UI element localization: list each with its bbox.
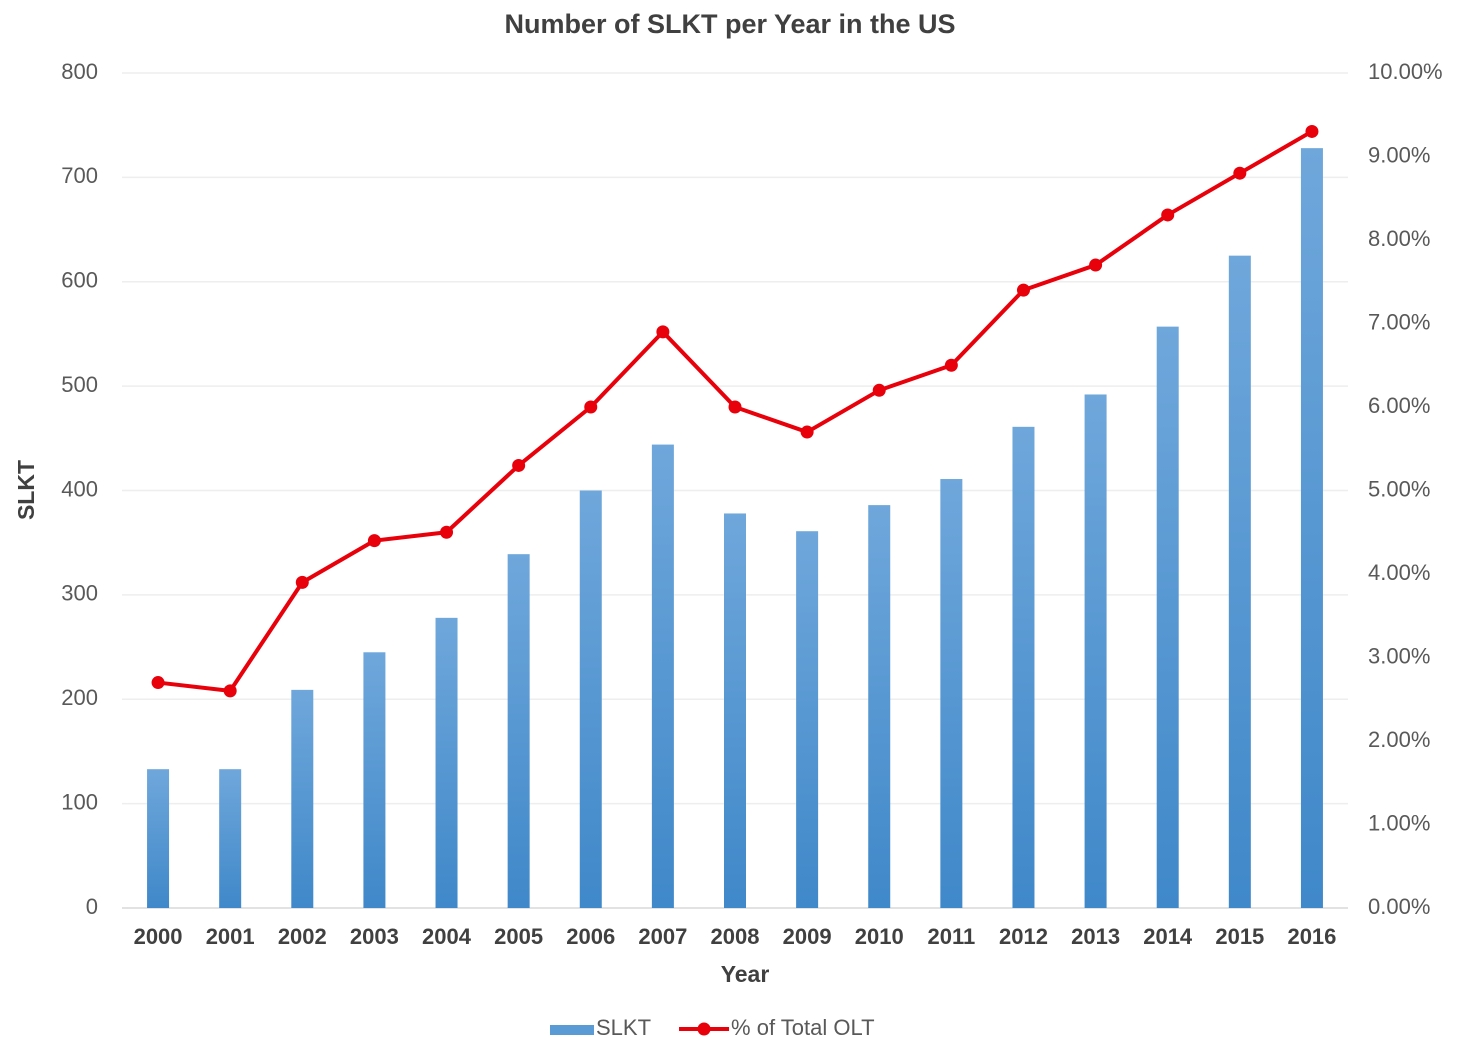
bar xyxy=(1228,255,1251,908)
bar xyxy=(435,617,458,908)
bar xyxy=(1300,148,1323,908)
line-point xyxy=(440,525,454,539)
y2-tick-label: 7.00% xyxy=(1368,309,1430,334)
y2-tick-label: 1.00% xyxy=(1368,810,1430,835)
legend-label: SLKT xyxy=(596,1015,651,1040)
x-tick-label: 2003 xyxy=(350,924,399,949)
chart-title: Number of SLKT per Year in the US xyxy=(504,9,955,39)
y2-tick-label: 3.00% xyxy=(1368,643,1430,668)
bar xyxy=(291,689,314,908)
bar xyxy=(147,769,170,908)
line-point xyxy=(1233,166,1247,180)
y-tick-label: 500 xyxy=(61,372,98,397)
legend-swatch xyxy=(550,1025,594,1035)
y-tick-label: 800 xyxy=(61,59,98,84)
y2-tick-label: 4.00% xyxy=(1368,560,1430,585)
line-point xyxy=(584,400,598,414)
y2-tick-label: 6.00% xyxy=(1368,393,1430,418)
y-tick-label: 400 xyxy=(61,476,98,501)
x-tick-label: 2014 xyxy=(1143,924,1193,949)
y-tick-label: 100 xyxy=(61,789,98,814)
line-point xyxy=(1016,283,1030,297)
line-point xyxy=(367,534,381,548)
x-tick-label: 2007 xyxy=(638,924,687,949)
bar xyxy=(940,479,963,908)
bar xyxy=(219,769,242,908)
x-tick-label: 2011 xyxy=(927,924,975,949)
bar xyxy=(1084,394,1107,909)
x-tick-label: 2006 xyxy=(566,924,615,949)
line-point xyxy=(656,325,670,339)
line-point xyxy=(1305,124,1319,138)
line-point xyxy=(1089,258,1103,272)
line-point xyxy=(223,684,237,698)
y-tick-label: 0 xyxy=(86,894,98,919)
line-point xyxy=(295,575,309,589)
x-tick-label: 2016 xyxy=(1287,924,1336,949)
y2-tick-label: 5.00% xyxy=(1368,476,1430,501)
y2-tick-label: 0.00% xyxy=(1368,894,1430,919)
y2-tick-label: 8.00% xyxy=(1368,226,1430,251)
y2-tick-label: 2.00% xyxy=(1368,727,1430,752)
line-point xyxy=(872,383,886,397)
y2-tick-label: 9.00% xyxy=(1368,142,1430,167)
y-tick-label: 600 xyxy=(61,268,98,293)
bar xyxy=(579,490,602,908)
x-axis-title: Year xyxy=(721,961,770,987)
bar xyxy=(1012,426,1035,908)
x-tick-label: 2013 xyxy=(1071,924,1120,949)
x-tick-label: 2004 xyxy=(422,924,472,949)
legend-label: % of Total OLT xyxy=(731,1015,874,1040)
x-tick-label: 2012 xyxy=(999,924,1048,949)
y-tick-label: 200 xyxy=(61,685,98,710)
line-point xyxy=(1161,208,1175,222)
x-tick-label: 2000 xyxy=(134,924,183,949)
bar xyxy=(507,554,530,908)
bar xyxy=(796,531,819,908)
x-tick-label: 2009 xyxy=(783,924,832,949)
line-point xyxy=(512,458,526,472)
bar xyxy=(868,505,891,908)
bar xyxy=(724,513,746,908)
x-tick-label: 2005 xyxy=(494,924,543,949)
y-axis-title: SLKT xyxy=(13,460,39,520)
line-point xyxy=(728,400,742,414)
x-tick-label: 2008 xyxy=(711,924,760,949)
line-point xyxy=(151,676,165,690)
x-tick-label: 2002 xyxy=(278,924,327,949)
x-tick-label: 2010 xyxy=(855,924,904,949)
legend-swatch-point xyxy=(697,1022,711,1036)
bar xyxy=(651,444,674,908)
y2-tick-label: 10.00% xyxy=(1368,59,1443,84)
line-point xyxy=(800,425,814,439)
bar xyxy=(363,652,386,908)
bar xyxy=(1156,326,1179,909)
y-tick-label: 700 xyxy=(61,163,98,188)
x-tick-label: 2015 xyxy=(1215,924,1264,949)
x-tick-label: 2001 xyxy=(206,924,255,949)
line-point xyxy=(944,358,958,372)
y-tick-label: 300 xyxy=(61,581,98,606)
